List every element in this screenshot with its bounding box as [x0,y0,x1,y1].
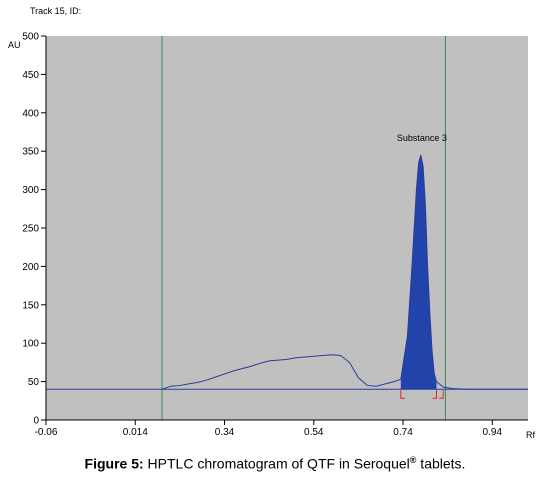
x-tick-label: 0.74 [393,427,413,438]
x-tick-label: 0.54 [304,427,324,438]
caption-reg: ® [409,455,417,465]
peak-area-group [400,155,437,390]
peak-area [400,155,437,390]
integration-marker [432,390,438,399]
caption-text: HPTLC chromatogram of QTF in Seroquel [143,455,410,472]
y-tick-label: 50 [28,377,40,388]
x-tick-label: 0.014 [123,427,148,438]
x-tick-label: 0.34 [215,427,235,438]
y-tick-label: 350 [22,147,39,158]
y-tick-label: 200 [22,262,39,273]
caption-tail: tablets. [416,455,466,472]
chromatogram-trace [161,154,528,390]
y-ticks: 0 50 100 150 200 250 300 350 400 450 500 [22,32,46,427]
y-tick-label: 250 [22,224,39,235]
marker-lines [161,36,446,420]
plot-area [46,36,528,420]
peak-label: Substance 3 [397,133,447,143]
y-tick-label: 300 [22,185,39,196]
x-axis-label: Rf [526,430,535,440]
y-tick-label: 500 [22,32,39,43]
y-tick-label: 450 [22,70,39,81]
x-tick-label: -0.06 [35,427,58,438]
integration-marker [439,390,444,399]
y-axis-label: AU [8,40,21,50]
integration-marker [400,390,405,399]
y-tick-label: 150 [22,300,39,311]
y-tick-label: 100 [22,339,39,350]
figure-caption: Figure 5: HPTLC chromatogram of QTF in S… [0,455,550,472]
y-tick-label: 0 [33,416,39,427]
chromatogram-chart: Track 15, ID: AU Rf 0 50 100 150 200 250 300 35… [8,6,535,440]
track-header: Track 15, ID: [30,6,81,16]
x-tick-label: 0.94 [483,427,503,438]
integration-markers [400,390,444,399]
y-tick-label: 400 [22,108,39,119]
caption-label: Figure 5: [84,455,144,472]
x-ticks: -0.06 0.014 0.34 0.54 0.74 0.94 [35,420,503,438]
